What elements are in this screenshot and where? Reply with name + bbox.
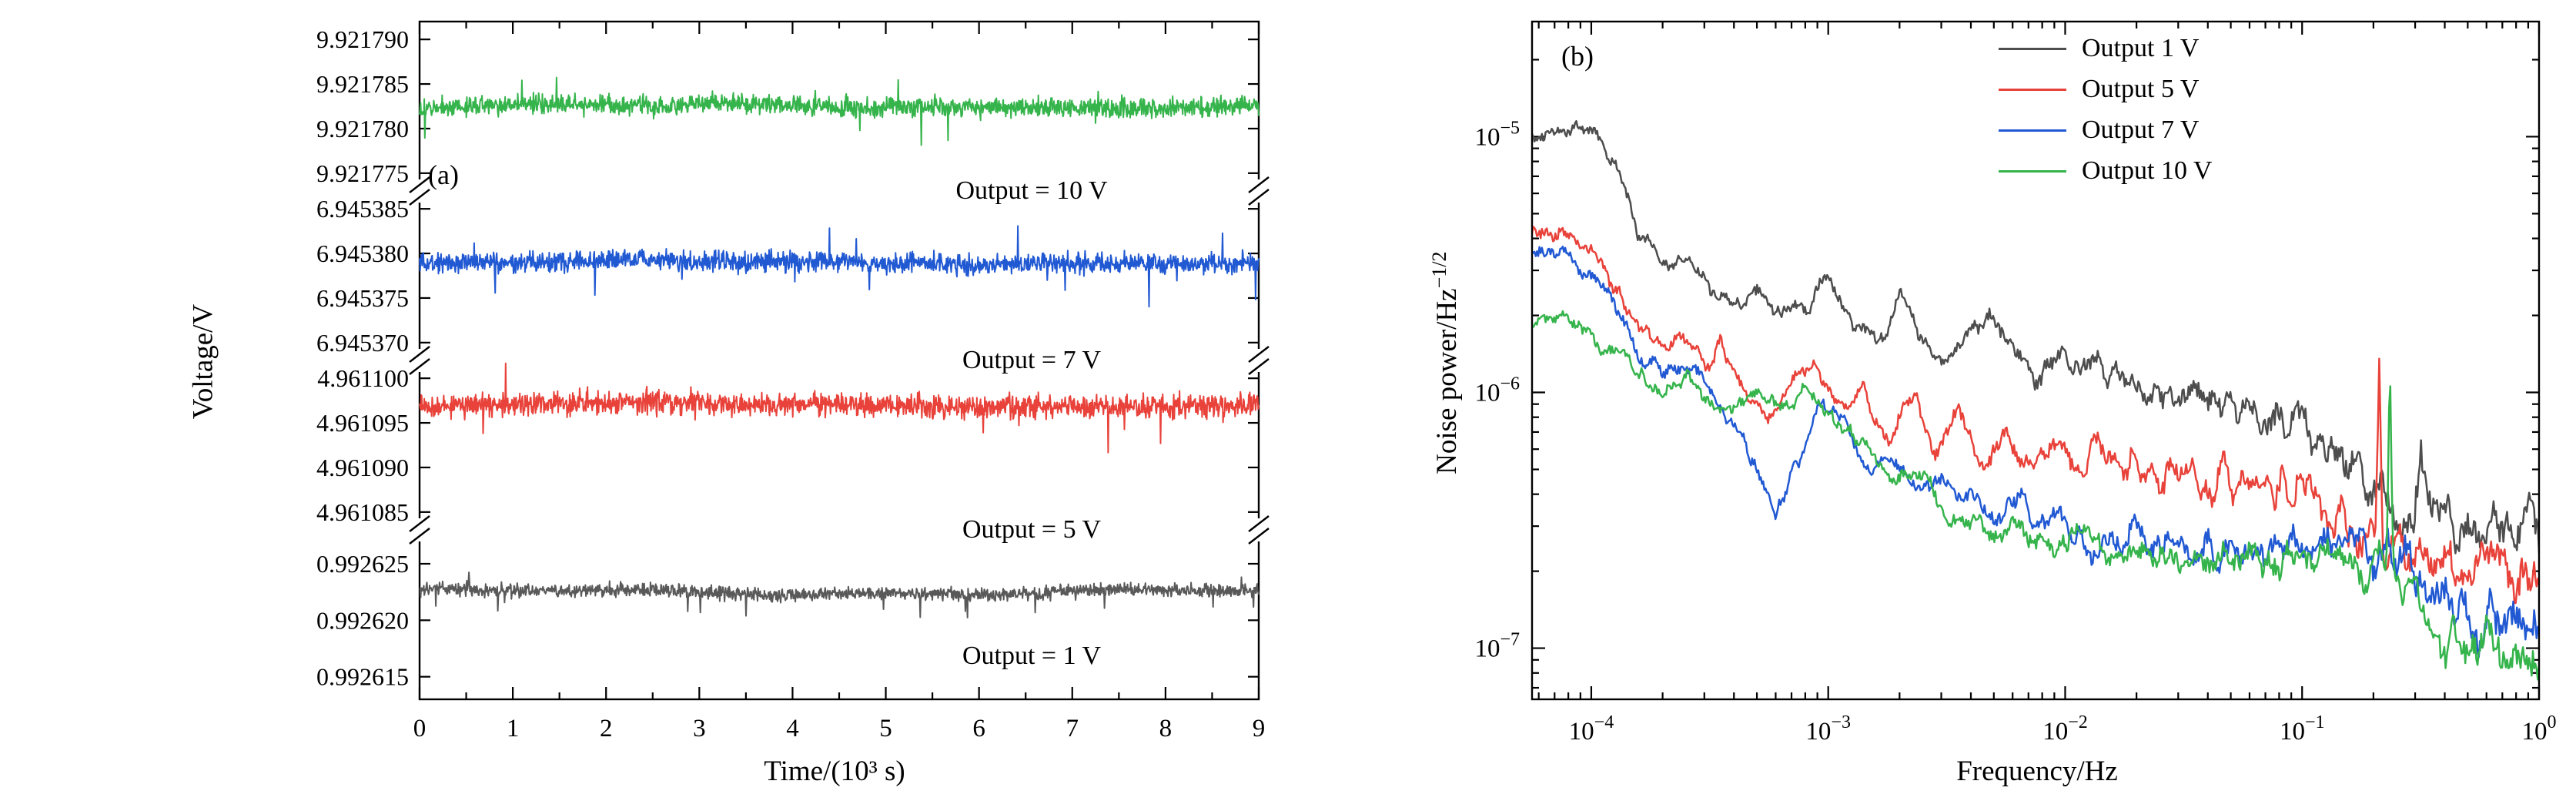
panel-a-series-label: Output = 10 V	[955, 176, 1108, 205]
panel-b: 10−4 10−3 10−2 10−1 100 10−5 10−6 10−7	[1474, 20, 2557, 746]
panel-b-curve-2	[1533, 245, 2538, 659]
panel-a-y-tick-label: 4.961085	[316, 498, 409, 526]
panel-b-curve-1	[1533, 226, 2538, 605]
panel-a-y-tick-label: 9.921785	[316, 70, 409, 98]
legend: Output 1 V Output 5 V Output 7 V Output 10 …	[1999, 32, 2212, 187]
panel-a-tag: (a)	[428, 159, 459, 190]
panel-a-y-tick-label: 0.992625	[316, 550, 409, 578]
panel-a-series-label: Output = 1 V	[962, 642, 1102, 670]
panel-b-tick-label: 10−5	[1474, 118, 1520, 151]
panel-a-x-tick-label: 5	[879, 715, 892, 742]
panel-a-x-tick-label: 4	[786, 715, 799, 742]
legend-item-3: Output 10 V	[1999, 155, 2212, 187]
panel-a-xaxis-label: Time/(10³ s)	[764, 756, 905, 787]
panel-b-curves	[1533, 119, 2538, 681]
panel-b-tick-label: 10−3	[1805, 712, 1851, 746]
legend-label: Output 5 V	[2082, 75, 2200, 103]
panel-a-y-tick-label: 0.992620	[316, 606, 409, 634]
legend-label: Output 7 V	[2082, 116, 2200, 144]
panel-a-y-tick-label: 4.961100	[317, 364, 409, 392]
panel-b-yaxis-label-base: Noise power/Hz	[1431, 288, 1464, 474]
panel-a-x-tick-label: 6	[972, 715, 985, 742]
panel-a-trace-1	[419, 225, 1260, 308]
panel-a-y-tick-label: 6.945380	[316, 240, 409, 267]
panel-b-tick-label: 10−2	[2042, 712, 2088, 746]
panel-a-y-tick-label: 6.945370	[316, 329, 409, 357]
legend-item-1: Output 5 V	[1999, 73, 2212, 106]
panel-a-y-tick-label: 6.945375	[316, 284, 409, 312]
panel-b-tick-label: 10−4	[1569, 712, 1614, 746]
panel-a-x-tick-label: 1	[507, 715, 520, 742]
panel-b-yaxis-label-exponent: −1/2	[1427, 251, 1450, 289]
panel-b-tick-label: 10−7	[1474, 630, 1520, 663]
panel-b-xaxis-label: Frequency/Hz	[1956, 756, 2118, 787]
panel-a-x-tick-label: 8	[1159, 715, 1173, 742]
panel-b-curve-3	[1533, 310, 2538, 681]
panel-a-y-tick-label: 9.921790	[316, 25, 409, 53]
panel-a-y-tick-label: 4.961090	[316, 454, 409, 481]
legend-label: Output 10 V	[2082, 156, 2213, 185]
legend-item-0: Output 1 V	[1999, 32, 2212, 65]
panel-a-y-tick-label: 9.921775	[316, 159, 409, 187]
panel-a-series-label: Output = 5 V	[962, 515, 1102, 544]
panel-b-yaxis-label: Noise power/Hz−1/2	[1428, 55, 1464, 671]
legend-line-sample	[1999, 169, 2066, 173]
panel-b-tag: (b)	[1561, 41, 1594, 72]
panel-a-x-tick-label: 3	[693, 715, 706, 742]
panel-a-x-tick-label: 0	[413, 715, 427, 742]
panel-a-y-tick-label: 0.992615	[316, 663, 409, 691]
panel-a: 0 1 2 3 4 5 6 7 8 9 9.921790 9.921785 9.921780 9.9217…	[316, 20, 1270, 742]
panel-b-tick-label: 10−1	[2280, 712, 2325, 746]
panel-a-trace-3	[419, 571, 1260, 618]
panel-a-series-label: Output = 7 V	[962, 346, 1102, 374]
panel-a-y-tick-label: 4.961095	[316, 409, 409, 437]
panel-a-y-tick-label: 9.921780	[316, 115, 409, 142]
legend-line-sample	[1999, 47, 2066, 50]
panel-a-trace-0	[419, 76, 1260, 146]
panel-a-yaxis-label: Voltage/V	[187, 303, 219, 420]
legend-label: Output 1 V	[2082, 34, 2200, 62]
panel-a-x-tick-label: 7	[1066, 715, 1079, 742]
legend-line-sample	[1999, 129, 2066, 132]
panel-a-x-tick-label: 9	[1253, 715, 1266, 742]
panel-a-x-tick-label: 2	[600, 715, 613, 742]
panel-b-tick-label: 10−6	[1474, 374, 1520, 407]
panel-b-tick-label: 100	[2522, 712, 2557, 746]
legend-line-sample	[1999, 88, 2066, 91]
panel-a-trace-2	[419, 362, 1260, 454]
panel-a-y-tick-label: 6.945385	[316, 195, 409, 223]
legend-item-2: Output 7 V	[1999, 114, 2212, 146]
panel-b-curve-0	[1533, 119, 2538, 555]
